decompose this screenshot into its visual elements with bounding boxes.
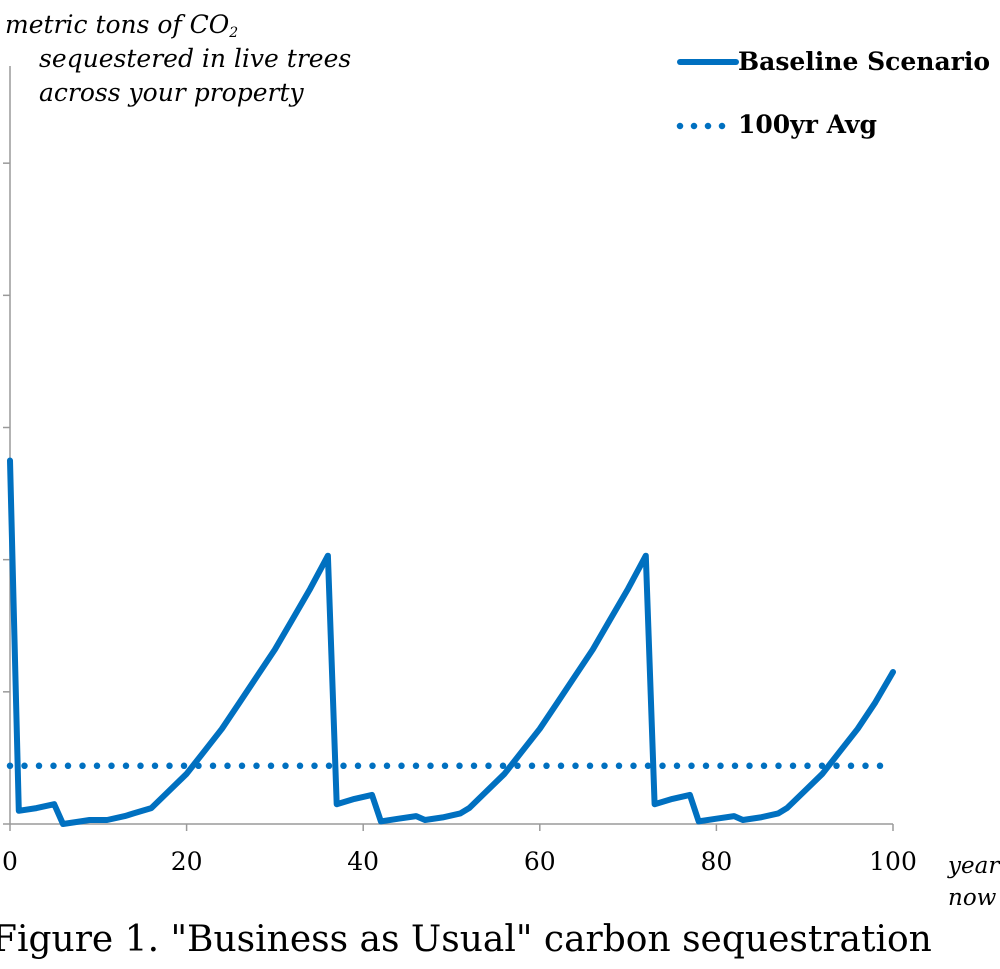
x-axis-label-line2: now (948, 885, 997, 911)
y-axis-label: metric tons of CO2 sequestered in live t… (5, 8, 351, 110)
legend (676, 59, 740, 130)
x-tick-label: 100 (869, 847, 917, 876)
x-axis-label-line1: year (948, 853, 1000, 879)
series-layer (6, 457, 897, 827)
legend-label-avg: 100yr Avg (738, 110, 877, 139)
x-ticks (9, 824, 894, 831)
x-axis-label: year now (948, 850, 999, 914)
y-axis-label-line3: across your property (39, 78, 304, 107)
y-axis-label-subscript: 2 (229, 25, 239, 41)
legend-label-baseline: Baseline Scenario (738, 47, 990, 76)
x-tick-label: 0 (2, 847, 18, 876)
y-axis-label-line1: metric tons of CO (5, 10, 230, 39)
series-line-baseline (7, 457, 896, 827)
x-tick-label: 40 (347, 847, 379, 876)
x-tick-label: 60 (524, 847, 556, 876)
x-tick-label: 20 (171, 847, 203, 876)
axes (3, 66, 894, 831)
x-tick-label: 80 (700, 847, 732, 876)
y-axis-label-line2: sequestered in live trees (39, 44, 352, 73)
figure-caption: Figure 1. "Business as Usual" carbon seq… (0, 919, 932, 960)
x-tick-labels: 0 20 40 60 80 100 (2, 847, 917, 876)
y-ticks (3, 162, 10, 825)
